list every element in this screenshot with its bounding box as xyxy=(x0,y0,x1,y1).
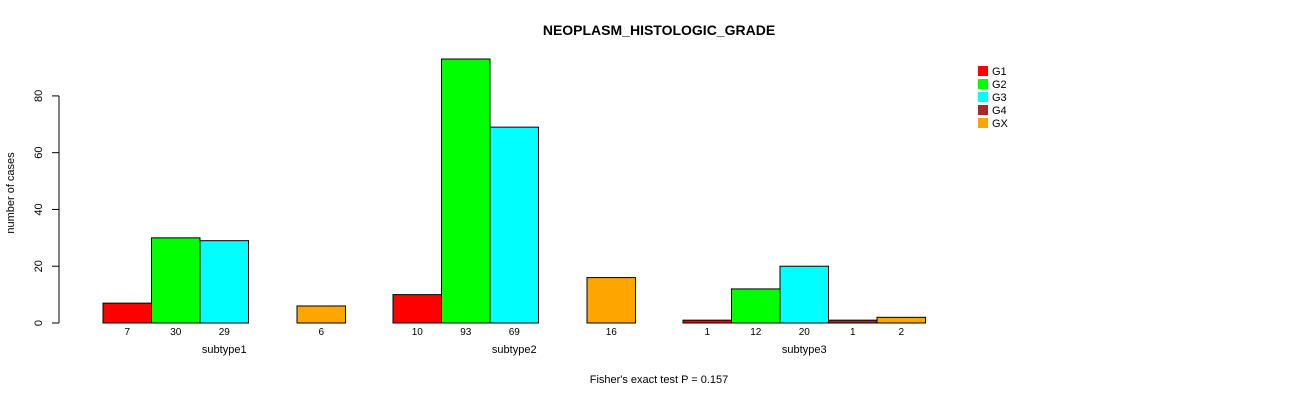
bar-subtype1-GX xyxy=(296,305,346,324)
bar-subtype1-G2 xyxy=(151,237,201,324)
legend-swatch-G1 xyxy=(978,66,988,76)
bar-value-label: 6 xyxy=(318,327,324,338)
bar-subtype3-G4 xyxy=(828,319,878,324)
legend-swatch-G2 xyxy=(978,79,988,89)
bar-value-label: 16 xyxy=(606,327,618,338)
bar-value-label: 1 xyxy=(850,327,856,338)
bar-subtype2-GX xyxy=(586,277,636,324)
bar-subtype1-G3 xyxy=(199,240,249,324)
legend-swatch-G3 xyxy=(978,92,988,102)
y-tick-label: 40 xyxy=(33,203,45,215)
bar-value-label: 12 xyxy=(750,327,762,338)
bar-value-label: 20 xyxy=(799,327,811,338)
y-tick-label: 60 xyxy=(33,147,45,159)
category-label-subtype2: subtype2 xyxy=(492,344,537,356)
bar-value-label: 1 xyxy=(704,327,710,338)
bar-subtype2-G1 xyxy=(392,294,442,324)
y-axis: 0 20 40 60 80 xyxy=(33,90,60,326)
bar-subtype3-G1 xyxy=(682,319,732,324)
legend-label-G2: G2 xyxy=(992,79,1007,91)
bar-value-label: 29 xyxy=(219,327,231,338)
y-tick-label: 20 xyxy=(33,260,45,272)
legend-label-G1: G1 xyxy=(992,66,1007,78)
legend-label-GX: GX xyxy=(992,118,1009,130)
bar-value-label: 93 xyxy=(460,327,472,338)
bar-subtype3-G3 xyxy=(779,265,829,324)
y-tick-label: 0 xyxy=(33,320,45,326)
bar-value-label: 30 xyxy=(170,327,182,338)
bar-value-label: 7 xyxy=(124,327,130,338)
y-axis-label: number of cases xyxy=(5,152,17,234)
y-tick-label: 80 xyxy=(33,90,45,102)
bar-subtype1-G1 xyxy=(102,302,152,324)
legend-label-G4: G4 xyxy=(992,105,1007,117)
legend-label-G3: G3 xyxy=(992,92,1007,104)
bar-value-label: 10 xyxy=(412,327,424,338)
category-label-subtype1: subtype1 xyxy=(202,344,247,356)
bar-subtype3-G2 xyxy=(731,288,781,324)
bar-subtype2-G3 xyxy=(489,126,539,324)
bar-subtype2-G2 xyxy=(441,58,491,324)
legend-swatch-G4 xyxy=(978,105,988,115)
footnote: Fisher's exact test P = 0.157 xyxy=(590,374,729,386)
bar-subtype3-GX xyxy=(876,316,926,324)
category-label-subtype3: subtype3 xyxy=(782,344,827,356)
bar-value-label: 69 xyxy=(509,327,521,338)
bar-value-label: 2 xyxy=(898,327,904,338)
chart-title: NEOPLASM_HISTOLOGIC_GRADE xyxy=(543,22,775,38)
legend-swatch-GX xyxy=(978,118,988,128)
